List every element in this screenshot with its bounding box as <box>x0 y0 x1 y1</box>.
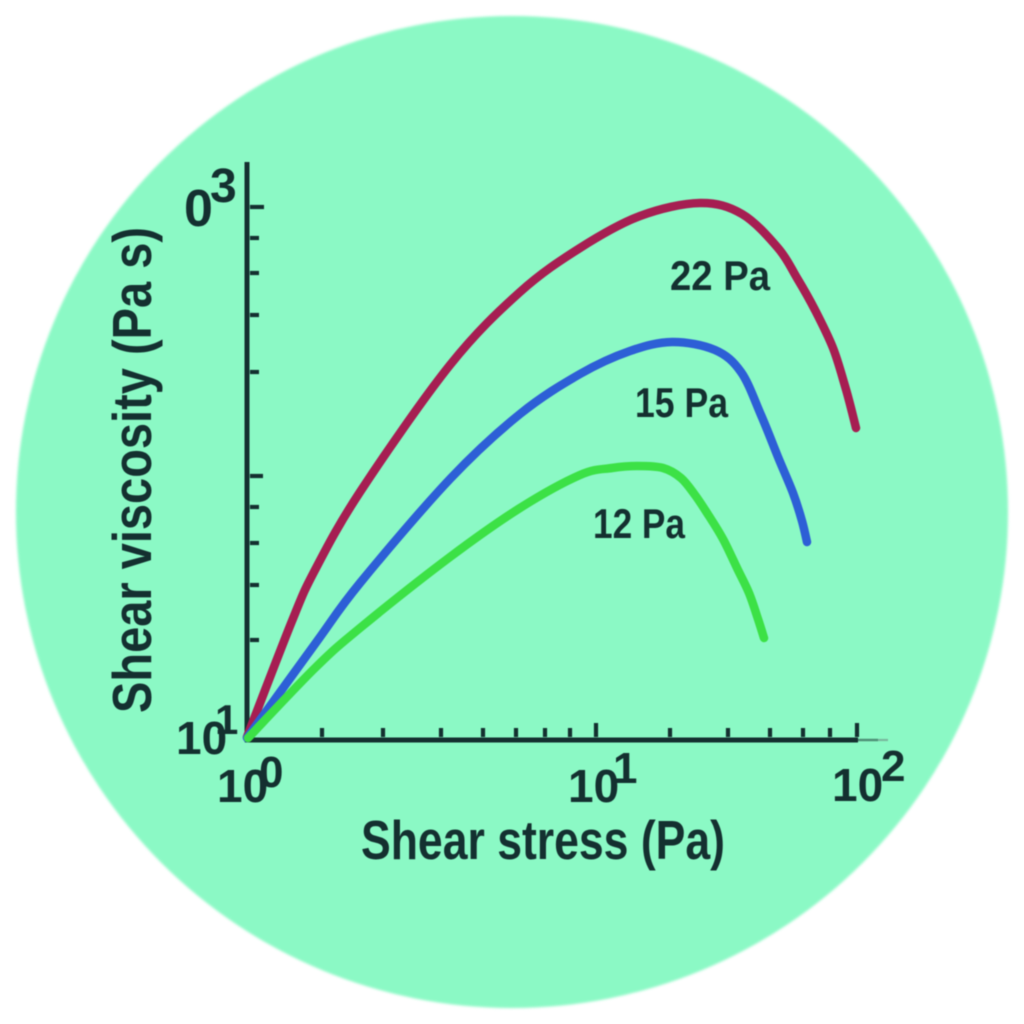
svg-text:Shear viscosity (Pa s): Shear viscosity (Pa s) <box>101 227 163 713</box>
svg-text:1: 1 <box>215 696 238 743</box>
svg-text:12 Pa: 12 Pa <box>593 500 686 547</box>
svg-text:10: 10 <box>568 760 619 812</box>
svg-text:3: 3 <box>210 160 237 213</box>
svg-text:22 Pa: 22 Pa <box>670 252 771 299</box>
svg-text:10: 10 <box>176 712 227 764</box>
svg-text:10: 10 <box>217 760 268 812</box>
svg-text:0: 0 <box>259 748 283 797</box>
svg-text:10: 10 <box>832 759 883 811</box>
svg-text:1: 1 <box>613 744 637 793</box>
svg-text:15 Pa: 15 Pa <box>635 379 729 426</box>
svg-text:2: 2 <box>881 742 905 791</box>
svg-text:Shear stress (Pa): Shear stress (Pa) <box>361 809 725 871</box>
svg-text:0: 0 <box>184 180 213 238</box>
